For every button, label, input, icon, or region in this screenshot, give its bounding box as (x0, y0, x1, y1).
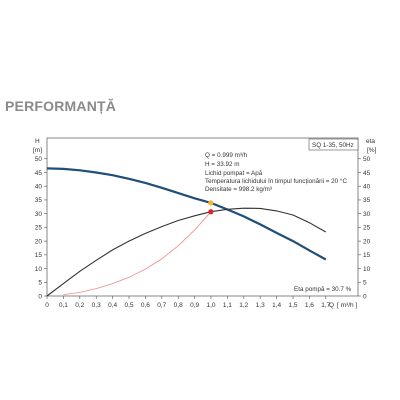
x-tick-label: 0 (45, 302, 49, 309)
x-tick-label: 1,5 (288, 302, 297, 309)
x-tick-label: 0,9 (190, 302, 199, 309)
y-left-tick-label: 30 (35, 211, 43, 218)
y-left-tick-label: 5 (38, 280, 42, 287)
y-left-tick-label: 10 (35, 266, 43, 273)
y-right-axis-label: eta (366, 138, 375, 145)
y-right-tick-label: 20 (363, 238, 371, 245)
y-left-axis-label: H (35, 138, 40, 145)
efficiency-reference-curve (63, 211, 212, 295)
x-tick-label: 0,4 (108, 302, 117, 309)
model-label: SQ 1-35, 50Hz (312, 142, 354, 149)
page-heading: PERFORMANȚĂ (5, 98, 117, 114)
plot-frame (46, 137, 359, 297)
y-right-tick-label: 10 (363, 266, 371, 273)
y-left-tick-label: 25 (35, 225, 43, 232)
x-tick-label: 0,7 (157, 302, 166, 309)
x-tick-label: 1,1 (223, 302, 232, 309)
y-left-tick-label: 50 (35, 156, 43, 163)
y-right-tick-label: 30 (363, 211, 371, 218)
y-right-axis-unit: [%] (367, 147, 377, 154)
model-label-box (308, 138, 359, 151)
y-right-tick-label: 45 (363, 170, 371, 177)
x-tick-label: 0,2 (75, 302, 84, 309)
x-tick-label: 0,3 (92, 302, 101, 309)
x-tick-label: 0,5 (124, 302, 133, 309)
x-tick-label: 0,8 (174, 302, 183, 309)
y-right-tick-label: 0 (363, 293, 367, 300)
info-flow: Q = 0.999 m³/h (205, 152, 248, 159)
efficiency-label: Eta pompă = 30.7 % (294, 286, 352, 293)
y-right-tick-label: 5 (363, 280, 367, 287)
efficiency-curve (46, 207, 327, 297)
x-tick-label: 1,4 (272, 302, 281, 309)
y-left-tick-label: 45 (35, 170, 43, 177)
x-tick-label: 1,7 (321, 302, 330, 309)
x-tick-label: 0,1 (59, 302, 68, 309)
y-right-tick-label: 50 (363, 156, 371, 163)
y-left-tick-label: 35 (35, 197, 43, 204)
head-duty-point (208, 200, 214, 206)
info-liquid: Lichid pompat = Apă (205, 170, 263, 177)
y-right-tick-label: 35 (363, 197, 371, 204)
info-head: H = 33.92 m (205, 161, 239, 168)
x-tick-label: 1,0 (206, 302, 215, 309)
y-left-tick-label: 0 (38, 293, 42, 300)
x-tick-label: 1,2 (239, 302, 248, 309)
y-left-axis-unit: [m] (33, 147, 42, 154)
x-tick-label: 1,3 (256, 302, 265, 309)
y-right-tick-label: 15 (363, 252, 371, 259)
y-right-tick-label: 40 (363, 184, 371, 191)
info-density: Densitate = 998.2 kg/m³ (205, 186, 272, 193)
info-temperature: Temperatura lichidului în timpul funcțio… (205, 177, 347, 185)
y-left-tick-label: 40 (35, 184, 43, 191)
y-left-tick-label: 15 (35, 252, 43, 259)
x-tick-label: 1,6 (305, 302, 314, 309)
y-left-tick-label: 20 (35, 238, 43, 245)
head-curve (46, 167, 327, 261)
x-axis-label: Q (329, 302, 334, 309)
x-axis-unit: [ m³/h ] (337, 302, 357, 309)
efficiency-duty-point (208, 209, 214, 215)
y-right-tick-label: 25 (363, 225, 371, 232)
x-tick-label: 0,6 (141, 302, 150, 309)
